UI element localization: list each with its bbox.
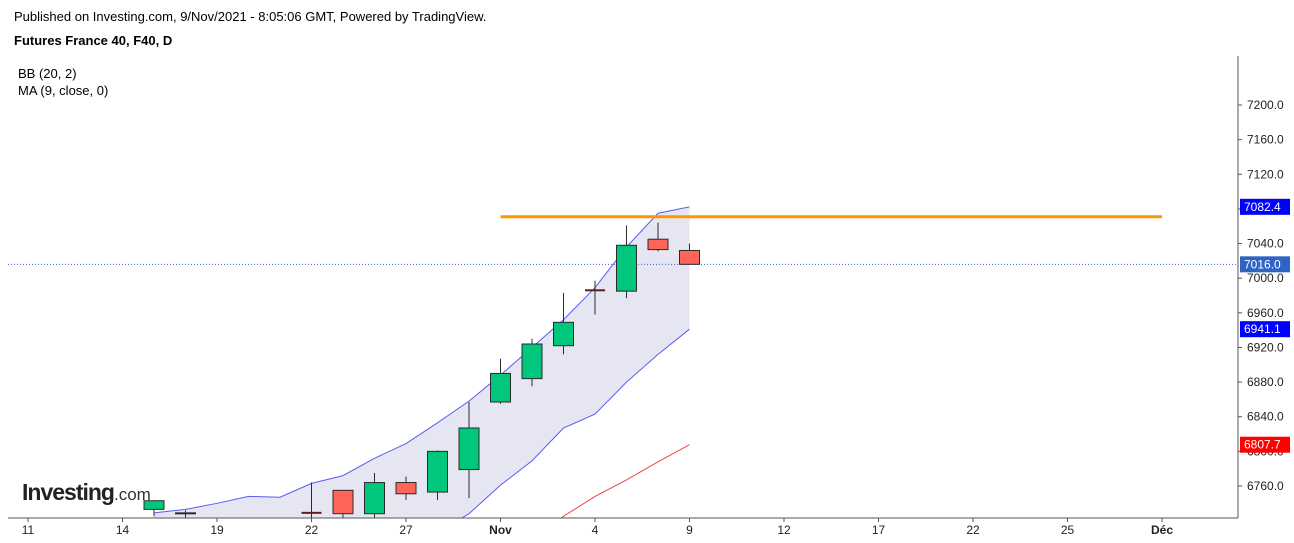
- bollinger-lower-line: [460, 328, 690, 518]
- candle-body[interactable]: [616, 244, 637, 292]
- price-badge: [1240, 256, 1290, 273]
- bollinger-band-fill: [154, 206, 690, 518]
- logo-suffix-text: .com: [113, 485, 151, 504]
- price-badge-label: 6807.7: [1244, 438, 1281, 452]
- price-tick-label: 6760.0: [1247, 479, 1284, 493]
- candle-body[interactable]: [332, 489, 354, 515]
- candle-body[interactable]: [143, 500, 165, 510]
- price-tick-label: 6840.0: [1247, 410, 1284, 424]
- time-tick-label: 27: [399, 523, 413, 537]
- time-tick-label: Déc: [1151, 523, 1173, 537]
- candle-body[interactable]: [490, 372, 511, 403]
- bollinger-upper-line: [153, 206, 690, 514]
- candle-body[interactable]: [521, 343, 543, 380]
- price-tick-label: 6880.0: [1247, 375, 1284, 389]
- time-tick-label: 9: [686, 523, 693, 537]
- candle-body[interactable]: [364, 482, 385, 515]
- investing-logo: Investing.com: [22, 479, 151, 506]
- time-tick-label: 14: [116, 523, 130, 537]
- price-tick-label: 7040.0: [1247, 237, 1284, 251]
- price-axis[interactable]: 6760.06800.06840.06880.06920.06960.07000…: [1237, 56, 1290, 518]
- candle-body[interactable]: [301, 511, 322, 514]
- indicator-moving-average[interactable]: MA (9, close, 0): [18, 83, 109, 98]
- time-tick-label: 22: [966, 523, 980, 537]
- price-badge: [1240, 436, 1290, 453]
- time-tick-label: 17: [872, 523, 886, 537]
- candle-body[interactable]: [647, 238, 669, 251]
- candle-body[interactable]: [175, 512, 196, 515]
- plot-content: [8, 206, 1238, 518]
- price-badge-label: 6941.1: [1244, 322, 1281, 336]
- candle-body[interactable]: [395, 482, 417, 495]
- time-tick-label: 25: [1061, 523, 1075, 537]
- indicator-bollinger-bands[interactable]: BB (20, 2): [18, 66, 77, 81]
- price-badge-label: 7016.0: [1244, 257, 1281, 271]
- price-tick-label: 6960.0: [1247, 306, 1284, 320]
- candle-body[interactable]: [427, 450, 448, 493]
- time-tick-label: 12: [777, 523, 791, 537]
- time-tick-label: 4: [592, 523, 599, 537]
- candle-body[interactable]: [679, 249, 700, 265]
- time-tick-label: 11: [22, 523, 35, 537]
- price-badge: [1240, 321, 1290, 338]
- logo-main-text: Investing: [22, 479, 115, 505]
- price-badge: [1240, 198, 1290, 215]
- candle-body[interactable]: [585, 289, 605, 292]
- plot-area[interactable]: [8, 206, 1238, 543]
- price-tick-label: 7120.0: [1247, 167, 1284, 181]
- time-axis[interactable]: 11 14 19 22 27 Nov 4 9 12 17 22 25 Déc: [8, 517, 1238, 537]
- price-tick-label: 7000.0: [1247, 271, 1284, 285]
- price-badge-label: 7082.4: [1244, 200, 1281, 214]
- price-tick-label: 7160.0: [1247, 133, 1284, 147]
- moving-average-line: [560, 444, 690, 518]
- time-tick-label: 19: [210, 523, 224, 537]
- time-tick-label: 22: [305, 523, 319, 537]
- candle-body[interactable]: [458, 427, 480, 471]
- chart-symbol-title: Futures France 40, F40, D: [14, 33, 173, 48]
- published-info: Published on Investing.com, 9/Nov/2021 -…: [14, 9, 487, 24]
- candle-body[interactable]: [553, 321, 574, 347]
- price-tick-label: 7200.0: [1247, 98, 1284, 112]
- time-tick-label: Nov: [489, 523, 512, 537]
- price-tick-label: 6920.0: [1247, 340, 1284, 354]
